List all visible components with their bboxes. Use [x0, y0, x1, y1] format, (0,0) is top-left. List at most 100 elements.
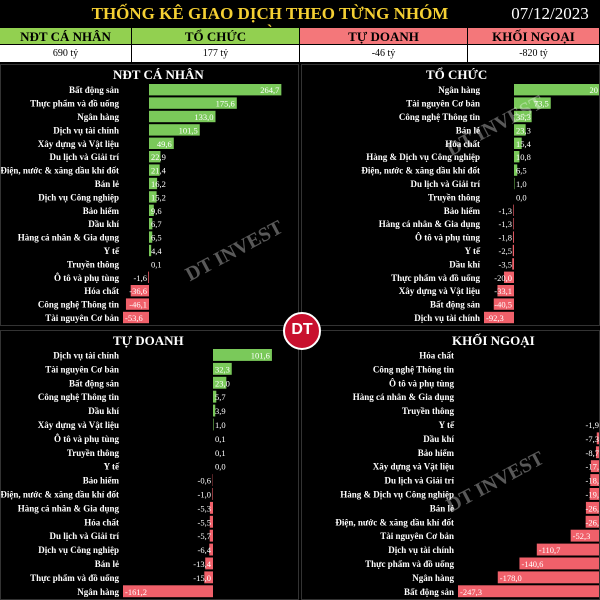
category-label: Ngân hàng — [412, 573, 454, 583]
category-label: Dầu khí — [423, 434, 454, 444]
bar — [149, 231, 153, 243]
data-label: 23,3 — [516, 125, 531, 135]
summary-label: KHỐI NGOẠI — [468, 28, 599, 45]
panel-tu-doanh: TỰ DOANH Dịch vụ tài chính 101,6 Tài nguyê… — [0, 330, 299, 600]
bar — [595, 446, 599, 459]
bar — [204, 571, 213, 584]
bar — [205, 557, 213, 570]
data-label: -46,1 — [129, 300, 147, 310]
category-label: Công nghệ Thông tin — [38, 300, 119, 310]
data-label: 22,9 — [151, 152, 166, 162]
data-label: 6,5 — [516, 166, 527, 176]
panel-title: TỰ DOANH — [113, 333, 184, 348]
category-label: Du lịch và Giải trí — [411, 179, 481, 189]
data-label: 0,1 — [151, 259, 162, 269]
data-label: -3,5 — [499, 259, 512, 269]
data-label: -19, — [586, 489, 599, 499]
data-label: -1,3 — [499, 206, 512, 216]
data-label: -6,4 — [198, 545, 212, 555]
category-label: Dầu khí — [88, 406, 119, 416]
category-label: Tài nguyên Cơ bản — [406, 99, 480, 109]
data-label: -5,3 — [198, 503, 211, 513]
bar — [149, 137, 174, 149]
category-label: Xây dựng và Vật liệu — [38, 139, 119, 149]
data-label: 15,4 — [516, 139, 532, 149]
bar — [458, 585, 599, 598]
bar — [213, 376, 227, 389]
summary-label: TỰ DOANH — [300, 28, 467, 45]
data-label: 32,3 — [215, 364, 230, 374]
bar — [536, 543, 599, 556]
category-label: Điện, nước & xăng dầu khí đốt — [335, 517, 454, 527]
bar — [497, 571, 599, 584]
category-label: Ngân hàng — [77, 587, 119, 597]
bar-chart-tu-doanh: Dịch vụ tài chính 101,6 Tài nguyên Cơ bản 3… — [1, 349, 272, 598]
data-label: 101,6 — [251, 350, 270, 360]
category-label: Dầu khí — [449, 259, 480, 269]
bar — [149, 191, 157, 203]
panel-title: NĐT CÁ NHÂN — [113, 67, 204, 82]
data-label: -247,3 — [460, 587, 482, 597]
bar — [585, 515, 599, 528]
report-date: 07/12/2023 — [511, 4, 589, 23]
category-label: Truyền thông — [402, 406, 455, 416]
data-label: -161,2 — [125, 587, 147, 597]
bar — [514, 84, 599, 96]
category-label: Ngân hàng — [438, 85, 480, 95]
panel-to-chuc: TỔ CHỨC Ngân hàng 20 Tài nguyên Cơ bản 73,5… — [301, 64, 600, 326]
category-label: Bán lẻ — [430, 503, 454, 513]
data-label: -2,5 — [499, 246, 512, 256]
category-label: Điện, nước & xăng dầu khí đốt — [1, 489, 119, 499]
category-label: Bất động sản — [404, 587, 454, 597]
data-label: -36,6 — [129, 286, 147, 296]
summary-value: -46 tỷ — [300, 45, 467, 62]
data-label: 21,4 — [151, 166, 167, 176]
category-label: Dịch vụ Công nghiệp — [38, 545, 119, 555]
summary-label: NĐT CÁ NHÂN — [0, 28, 131, 45]
bar — [512, 258, 514, 270]
data-label: -140,6 — [521, 559, 543, 569]
bar — [123, 585, 213, 598]
category-label: Bảo hiểm — [444, 206, 481, 216]
bar — [149, 204, 154, 216]
bar — [585, 501, 599, 514]
data-label: 4,4 — [151, 246, 162, 256]
data-label: 73,5 — [534, 99, 549, 109]
bar — [149, 110, 216, 123]
data-label: -1,0 — [198, 489, 211, 499]
bar — [213, 404, 216, 417]
category-label: Ô tô và phụ tùng — [54, 273, 120, 283]
category-label: Hóa chất — [84, 517, 119, 527]
bar — [130, 285, 149, 297]
category-label: Bất động sản — [69, 85, 119, 95]
category-label: Ô tô và phụ tùng — [389, 378, 455, 388]
data-label: 9,6 — [151, 206, 162, 216]
bar — [513, 231, 514, 243]
data-label: 175,6 — [216, 99, 235, 109]
data-label: 6,5 — [151, 233, 162, 243]
data-label: 23,0 — [215, 378, 230, 388]
panel-ca-nhan: NĐT CÁ NHÂN Bất động sản 264,7 Thực phẩm v… — [0, 64, 299, 326]
category-label: Hàng cá nhân & Gia dụng — [18, 233, 120, 243]
bar — [123, 311, 149, 324]
category-label: Điện, nước & xăng dầu khí đốt — [1, 166, 119, 176]
summary-cell-tu-doanh: TỰ DOANH -46 tỷ — [300, 28, 468, 62]
category-label: Bất động sản — [69, 378, 119, 388]
bar — [497, 285, 514, 297]
category-label: Tài nguyên Cơ bản — [45, 313, 119, 323]
bar — [213, 362, 232, 375]
data-label: -5,5 — [198, 517, 211, 527]
category-label: Ô tô và phụ tùng — [415, 233, 481, 243]
bar — [213, 390, 217, 403]
bar — [493, 298, 514, 310]
data-label: 133,0 — [194, 112, 213, 122]
category-label: Truyền thông — [67, 448, 120, 458]
bar — [149, 218, 153, 230]
bar — [149, 164, 160, 176]
category-label: Dầu khí — [88, 219, 119, 229]
category-label: Truyền thông — [428, 192, 481, 202]
category-label: Bất động sản — [430, 300, 480, 310]
summary-cell-ca-nhan: NĐT CÁ NHÂN 690 tỷ — [0, 28, 132, 62]
category-label: Thực phẩm và đồ uống — [30, 573, 119, 583]
data-label: -0,6 — [198, 476, 211, 486]
